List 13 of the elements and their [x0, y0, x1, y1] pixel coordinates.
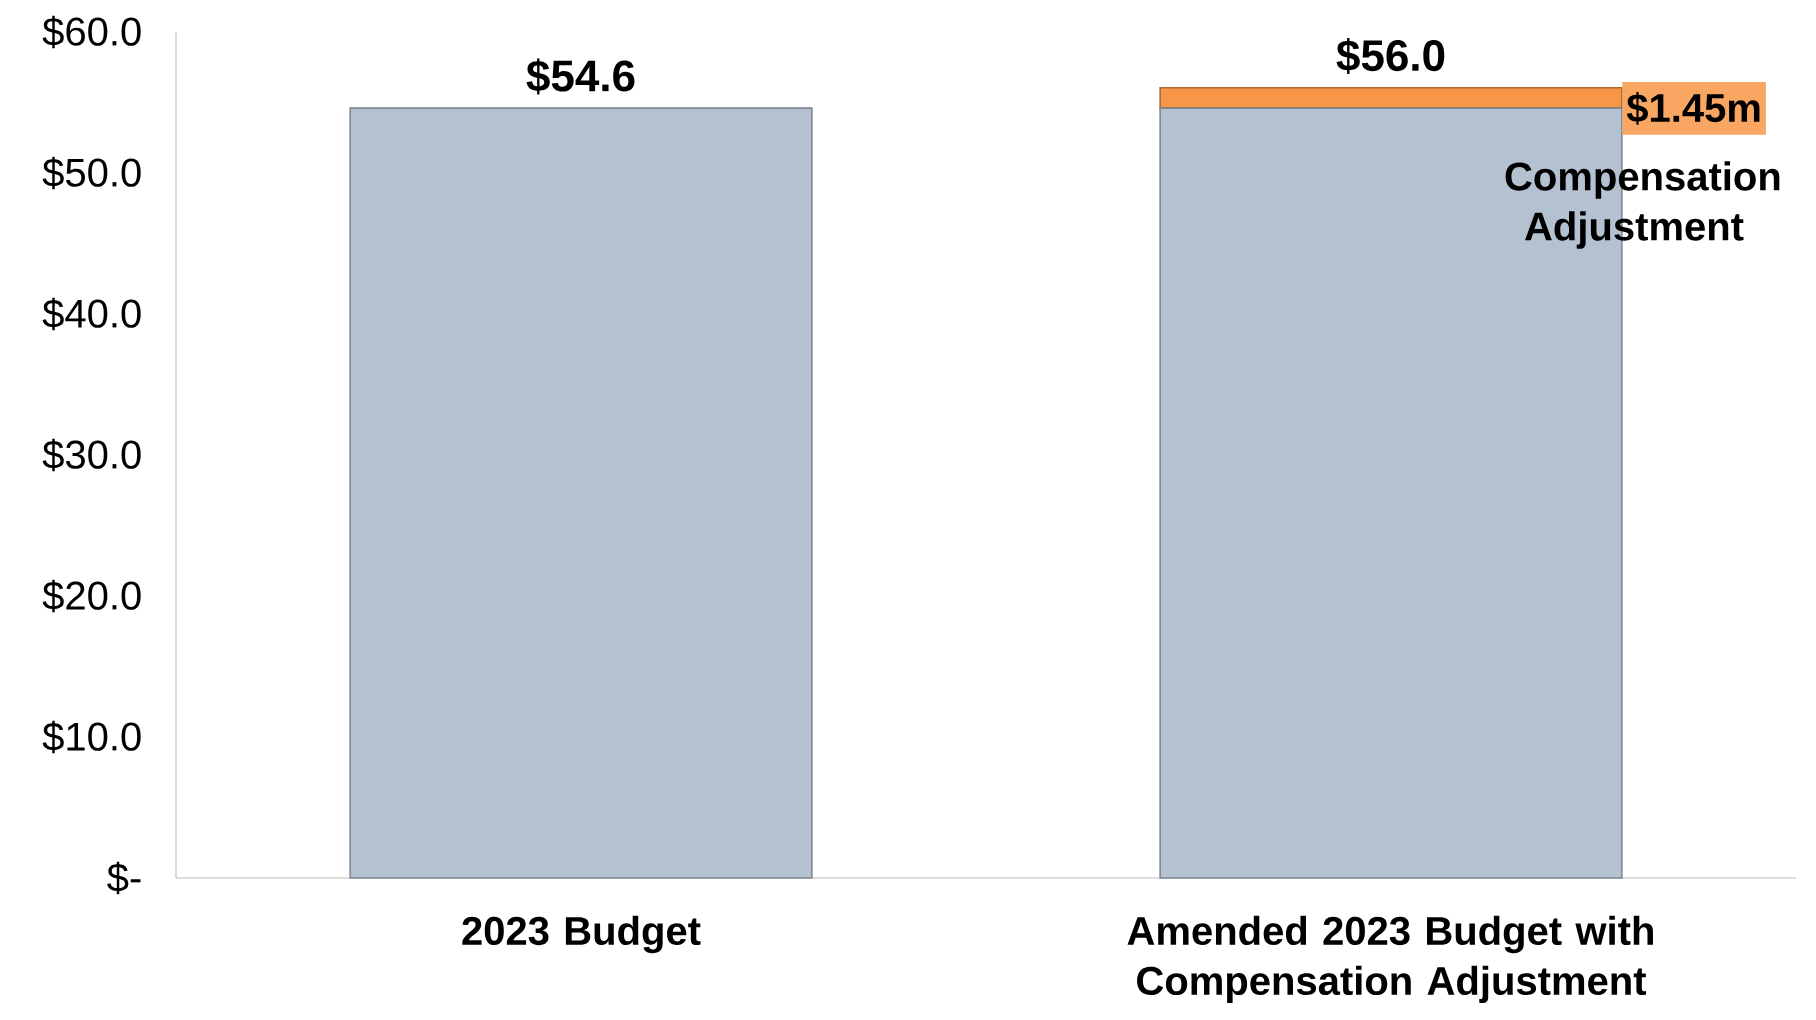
y-tick-label: $60.0: [42, 15, 141, 49]
annotation: $1.45m: [1626, 92, 1760, 125]
total-label: $56.0: [1336, 38, 1445, 74]
y-tick-label: $30.0: [42, 438, 141, 472]
x-tick-label: Amended 2023 Budget with Compensation Adjustment: [1127, 915, 1653, 1004]
x-tick-label: 2023 Budget: [462, 915, 701, 954]
total-label: $54.6: [526, 58, 635, 95]
y-tick-label: $50.0: [42, 156, 141, 190]
y-tick-label: $40.0: [42, 297, 141, 331]
y-tick-label: $10.0: [42, 720, 141, 754]
annotation: Compensation Adjustment: [1505, 161, 1780, 249]
y-tick-label: $-: [107, 861, 141, 895]
y-tick-label: $20.0: [42, 579, 141, 613]
